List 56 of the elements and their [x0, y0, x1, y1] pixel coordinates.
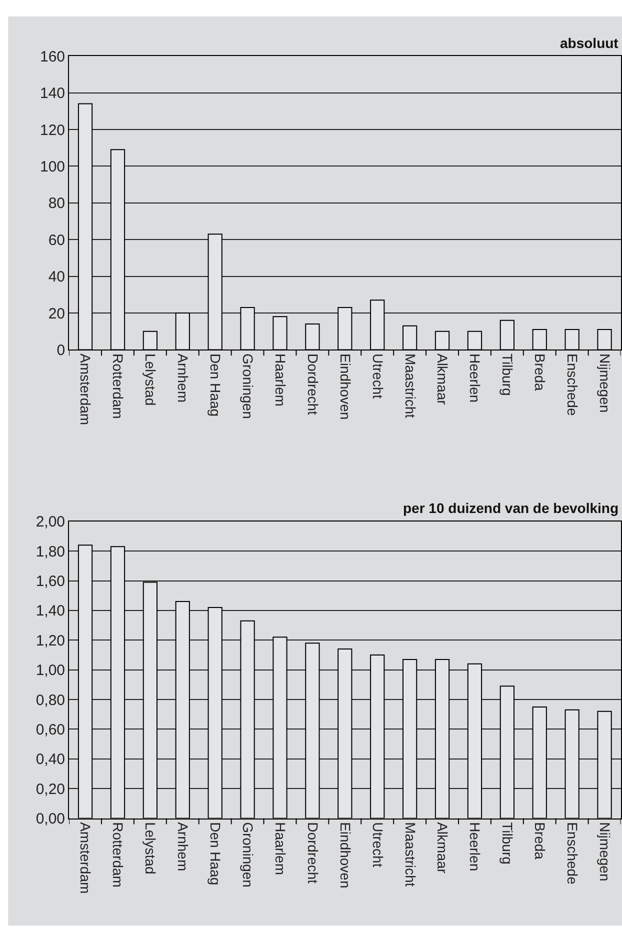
- x-tick-label: Alkmaar: [434, 822, 451, 874]
- x-tick-label: Amsterdam: [78, 353, 94, 426]
- x-tick-label: Rotterdam: [110, 822, 126, 888]
- x-tick-label: Lelystad: [142, 353, 159, 406]
- chart-title: absoluut: [560, 35, 619, 51]
- x-tick-label: Den Haag: [208, 822, 224, 886]
- y-tick-label: 140: [40, 85, 66, 102]
- y-tick-label: 1,60: [36, 573, 66, 590]
- y-tick-label: 0,80: [36, 692, 66, 709]
- x-tick-label: Alkmaar: [434, 353, 451, 406]
- x-tick-label: Haarlem: [272, 822, 288, 876]
- x-tick-label: Tilburg: [500, 822, 516, 864]
- y-tick-label: 0,20: [36, 780, 66, 798]
- x-tick-label: Eindhoven: [337, 353, 354, 420]
- y-tick-label: 20: [48, 305, 66, 322]
- y-tick-label: 80: [48, 195, 66, 212]
- y-tick-label: 2,00: [36, 514, 66, 531]
- y-tick-label: 100: [40, 158, 66, 176]
- x-tick-label: Dordrecht: [304, 353, 321, 416]
- x-tick-label: Maastricht: [402, 822, 418, 887]
- y-tick-label: 40: [48, 268, 66, 286]
- y-tick-label: 0,60: [36, 721, 66, 738]
- x-tick-label: Lelystad: [142, 822, 159, 874]
- x-tick-label: Groningen: [240, 353, 256, 419]
- x-tick-label: Amsterdam: [78, 822, 94, 894]
- y-tick-label: 160: [40, 48, 66, 66]
- x-tick-label: Arnhem: [175, 822, 192, 872]
- x-tick-label: Heerlen: [467, 822, 484, 872]
- x-tick-label: Rotterdam: [110, 353, 126, 419]
- y-tick-label: 0,40: [36, 751, 66, 768]
- x-tick-label: Enschede: [564, 353, 581, 416]
- x-tick-label: Arnhem: [175, 353, 192, 403]
- x-tick-label: Den Haag: [208, 353, 224, 417]
- y-tick-label: 1,00: [36, 662, 66, 680]
- y-tick-label: 120: [40, 122, 66, 139]
- y-tick-label: 60: [48, 232, 66, 249]
- x-tick-label: Nijmegen: [596, 353, 613, 413]
- chart-title: per 10 duizend van de bevolking: [403, 500, 618, 516]
- y-tick-label: 1,80: [36, 543, 66, 560]
- x-tick-label: Heerlen: [467, 353, 484, 403]
- x-tick-label: Enschede: [564, 822, 581, 885]
- x-tick-label: Utrecht: [370, 822, 386, 868]
- x-tick-label: Utrecht: [370, 353, 386, 399]
- x-tick-label: Nijmegen: [596, 822, 613, 882]
- y-tick-label: 1,20: [36, 632, 66, 650]
- x-tick-label: Haarlem: [272, 353, 288, 406]
- x-tick-label: Tilburg: [500, 353, 516, 396]
- y-tick-label: 0: [56, 342, 66, 359]
- x-tick-label: Maastricht: [402, 353, 418, 418]
- x-tick-label: Breda: [532, 353, 548, 392]
- y-tick-label: 1,40: [36, 602, 66, 620]
- x-tick-label: Groningen: [240, 822, 256, 888]
- y-tick-label: 0,00: [36, 810, 66, 828]
- x-tick-label: Eindhoven: [337, 822, 354, 888]
- x-tick-label: Breda: [532, 822, 548, 860]
- x-tick-label: Dordrecht: [304, 822, 321, 884]
